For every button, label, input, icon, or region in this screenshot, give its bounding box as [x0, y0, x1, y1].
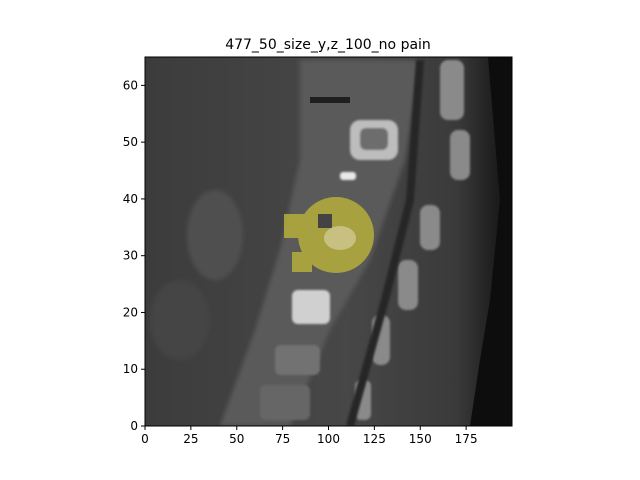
overlay-mask: [318, 214, 332, 228]
x-tick-label: 125: [363, 432, 386, 446]
soft-tissue-structure: [187, 190, 243, 280]
y-tick-label: 50: [123, 135, 138, 149]
x-tick-label: 100: [317, 432, 340, 446]
y-tick-label: 40: [123, 192, 138, 206]
x-axis: 0 25 50 75 100 125 150 175: [141, 426, 478, 446]
x-tick-label: 0: [141, 432, 149, 446]
y-tick-label: 60: [123, 78, 138, 92]
x-tick-label: 75: [275, 432, 290, 446]
vertebra: [275, 345, 320, 375]
overlay-mask: [284, 214, 324, 238]
x-tick-label: 150: [409, 432, 432, 446]
y-tick-label: 20: [123, 305, 138, 319]
y-tick-label: 0: [130, 419, 138, 433]
vertebrae: [260, 120, 398, 420]
x-tick-label: 25: [183, 432, 198, 446]
ct-image: [145, 57, 512, 426]
overlay-mask: [292, 252, 312, 272]
spinal-canal: [346, 59, 424, 426]
y-tick-label: 30: [123, 249, 138, 263]
soft-tissue-structure: [310, 97, 350, 103]
vertebra: [260, 385, 310, 420]
x-tick-label: 50: [229, 432, 244, 446]
chart-title: 477_50_size_y,z_100_no pain: [225, 37, 431, 53]
vertebra: [340, 172, 356, 180]
posterior-dark-region: [470, 57, 512, 426]
vertebra: [292, 290, 330, 324]
overlay-highlight: [324, 226, 356, 250]
soft-tissue-structure: [150, 280, 210, 360]
vertebra: [360, 128, 388, 150]
y-axis: 0 10 20 30 40 50 60: [123, 78, 145, 433]
x-tick-label: 175: [455, 432, 478, 446]
segmentation-overlay: [284, 197, 374, 273]
y-tick-label: 10: [123, 362, 138, 376]
